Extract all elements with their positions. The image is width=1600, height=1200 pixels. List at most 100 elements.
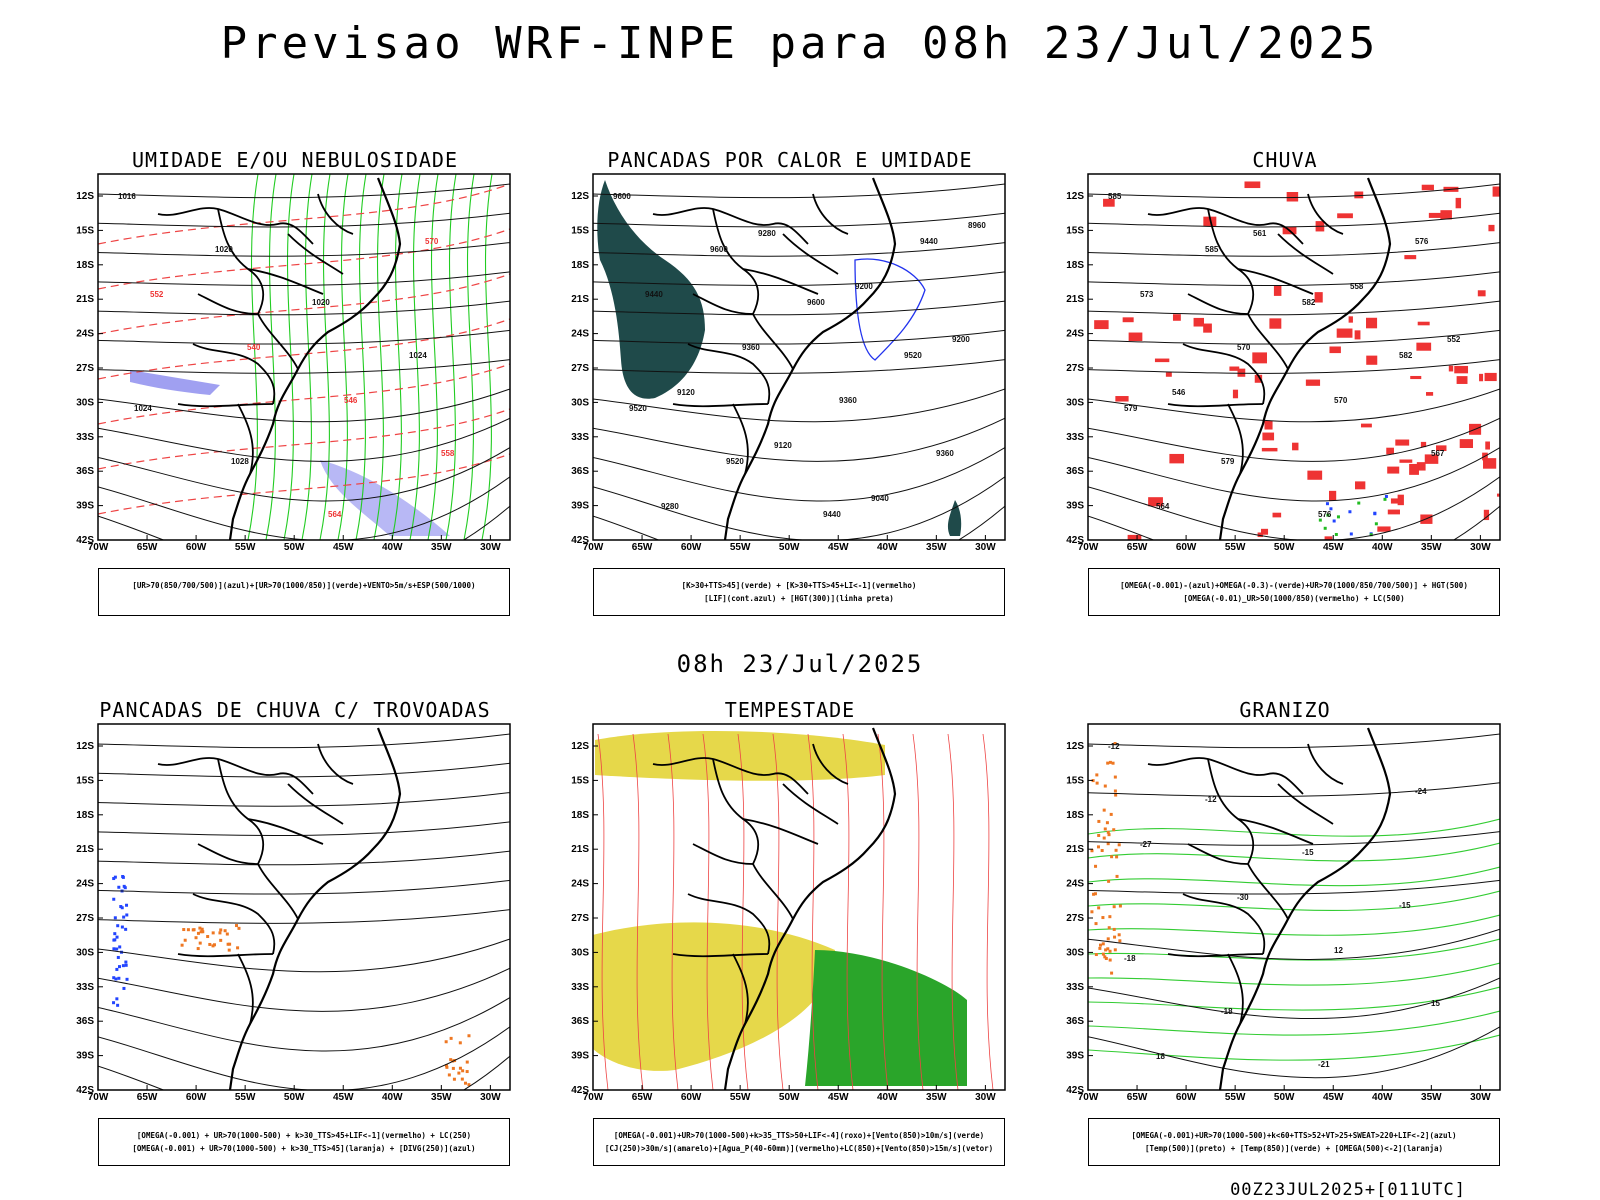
storm-patch	[223, 929, 227, 933]
lon-tick-label: 30W	[975, 1092, 996, 1100]
rain-patch	[1329, 346, 1341, 354]
lat-tick-label: 15S	[1066, 225, 1084, 236]
lon-tick-label: 50W	[779, 542, 800, 550]
storm-patch	[226, 942, 230, 946]
omega-patch	[1110, 855, 1114, 859]
divergence-patch	[112, 1001, 116, 1005]
isoline	[98, 183, 510, 199]
lat-tick-label: 15S	[76, 775, 94, 786]
rain-patch	[1252, 352, 1267, 364]
omega-patch	[1118, 904, 1122, 908]
rain-patch	[1336, 328, 1353, 338]
contour-label: 9120	[677, 388, 695, 397]
run-info: 00Z23JUL2025+[011UTC]	[1230, 1180, 1466, 1200]
storm-patch	[180, 943, 184, 947]
country-border	[687, 893, 771, 955]
isoline	[593, 359, 1005, 374]
lat-tick-label: 36S	[1066, 466, 1084, 477]
divergence-patch	[125, 977, 129, 981]
omega-patch	[1113, 742, 1117, 746]
map-plot-area: 9600 9600 9600 9520 9520 9520 9440 9440 9440 9360…	[593, 177, 1005, 540]
isoline	[593, 447, 1005, 502]
contour-label: 546	[344, 396, 358, 405]
rain-patch	[1103, 198, 1115, 207]
rain-patch	[1484, 372, 1497, 382]
divergence-patch	[121, 964, 125, 968]
isoline	[1088, 733, 1500, 749]
omega-patch	[1112, 905, 1116, 909]
lon-tick-label: 65W	[1127, 1092, 1148, 1100]
rain-patch	[1366, 355, 1378, 365]
country-border	[1182, 343, 1266, 405]
contour-label: 1028	[231, 457, 249, 466]
rain-patch	[1477, 290, 1486, 297]
coastline	[228, 727, 402, 1090]
country-border	[1187, 293, 1249, 315]
contour-label: 570	[425, 237, 439, 246]
contour-label: 579	[1221, 457, 1235, 466]
contour-label: 570	[1237, 343, 1251, 352]
lon-tick-label: 40W	[1372, 542, 1393, 550]
lat-tick-label: 21S	[571, 294, 589, 305]
streamline	[632, 733, 644, 1090]
lon-tick-label: 55W	[235, 542, 256, 550]
lat-tick-label: 24S	[76, 329, 94, 340]
rain-patch	[1264, 420, 1273, 430]
page-title: Previsao WRF-INPE para 08h 23/Jul/2025	[220, 18, 1380, 69]
streamline	[597, 733, 609, 1090]
country-border	[157, 207, 314, 245]
lat-tick-label: 12S	[76, 191, 94, 202]
lon-tick-label: 50W	[779, 1092, 800, 1100]
divergence-patch	[113, 875, 117, 879]
isoline	[98, 300, 510, 316]
panel-tempestade: TEMPESTADE 12S 15S 18S 21S 24S 27S 30S 33S 36S 39…	[555, 698, 1025, 1198]
rain-patch	[1254, 374, 1263, 383]
storm-patch	[461, 1069, 465, 1073]
country-border	[1227, 403, 1244, 475]
divergence-patch	[113, 916, 117, 920]
country-border	[287, 233, 344, 275]
divergence-patch	[124, 963, 128, 967]
lon-tick-label: 65W	[137, 542, 158, 550]
contour-label: 9440	[645, 290, 663, 299]
rain-patch	[1479, 373, 1484, 382]
map-frame	[97, 723, 511, 1091]
lon-tick-label: 60W	[186, 542, 207, 550]
isoline	[1088, 977, 1500, 1020]
storm-patch	[200, 927, 204, 931]
rain-patch	[1305, 379, 1321, 386]
instability-area	[597, 180, 705, 399]
omega-patch	[1114, 848, 1118, 852]
omega-patch	[1374, 522, 1378, 526]
map-chuva: 585 585 582 582 579 579 576 576 573 570 570 567 564 5…	[1066, 173, 1501, 550]
contour-label: -30	[1237, 893, 1249, 902]
country-border	[192, 893, 276, 955]
streamline	[842, 733, 854, 1090]
jet-area	[595, 730, 885, 781]
map-frame	[1087, 723, 1501, 1091]
country-border	[742, 818, 819, 845]
rain-patch	[1448, 365, 1454, 372]
lat-tick-label: 15S	[1066, 775, 1084, 786]
panel-title: PANCADAS POR CALOR E UMIDADE	[607, 148, 973, 172]
contour-label: 1016	[118, 192, 136, 201]
omega-patch	[1117, 933, 1121, 937]
country-border	[1207, 208, 1255, 315]
divergence-patch	[112, 877, 116, 881]
lat-tick-label: 27S	[76, 363, 94, 374]
country-border	[1237, 268, 1314, 295]
country-border	[812, 743, 849, 785]
rain-patch	[1456, 376, 1468, 384]
country-border	[1187, 843, 1249, 865]
rain-patch	[1390, 498, 1403, 504]
map-frame	[1087, 173, 1501, 541]
omega-patch	[1349, 532, 1353, 536]
lon-tick-label: 40W	[1372, 1092, 1393, 1100]
isoline	[1088, 183, 1500, 199]
contour-label: -12	[1205, 795, 1217, 804]
isoline	[98, 909, 510, 924]
omega-patch	[1106, 830, 1110, 834]
map-plot-area	[593, 727, 994, 1090]
panel-title: TEMPESTADE	[724, 698, 856, 722]
rain-patch	[1354, 191, 1364, 199]
